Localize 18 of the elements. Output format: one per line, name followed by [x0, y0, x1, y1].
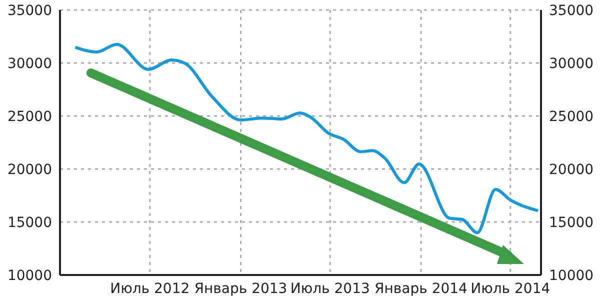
y-tick-label: 20000	[7, 162, 52, 178]
x-tick-label: Июль 2014	[470, 280, 550, 297]
x-tick-label: Июль 2012	[110, 280, 190, 297]
y-tick-label: 15000	[7, 214, 52, 231]
y2-tick-label: 15000	[549, 214, 594, 231]
y-tick-label: 25000	[7, 108, 52, 125]
y2-tick-label: 25000	[549, 108, 594, 125]
y2-tick-label: 30000	[549, 56, 594, 72]
y2-tick-label: 10000	[549, 268, 594, 284]
line-series	[74, 42, 540, 234]
x-tick-label: Июль 2013	[290, 280, 370, 297]
y-tick-label: 30000	[7, 56, 52, 72]
x-tick-label: Январь 2014	[374, 280, 468, 297]
y2-tick-label: 20000	[549, 162, 594, 178]
y2-tick-label: 35000	[549, 2, 594, 19]
x-tick-label: Январь 2013	[194, 280, 288, 297]
y-tick-label: 35000	[7, 2, 52, 19]
y-tick-label: 10000	[7, 268, 52, 284]
